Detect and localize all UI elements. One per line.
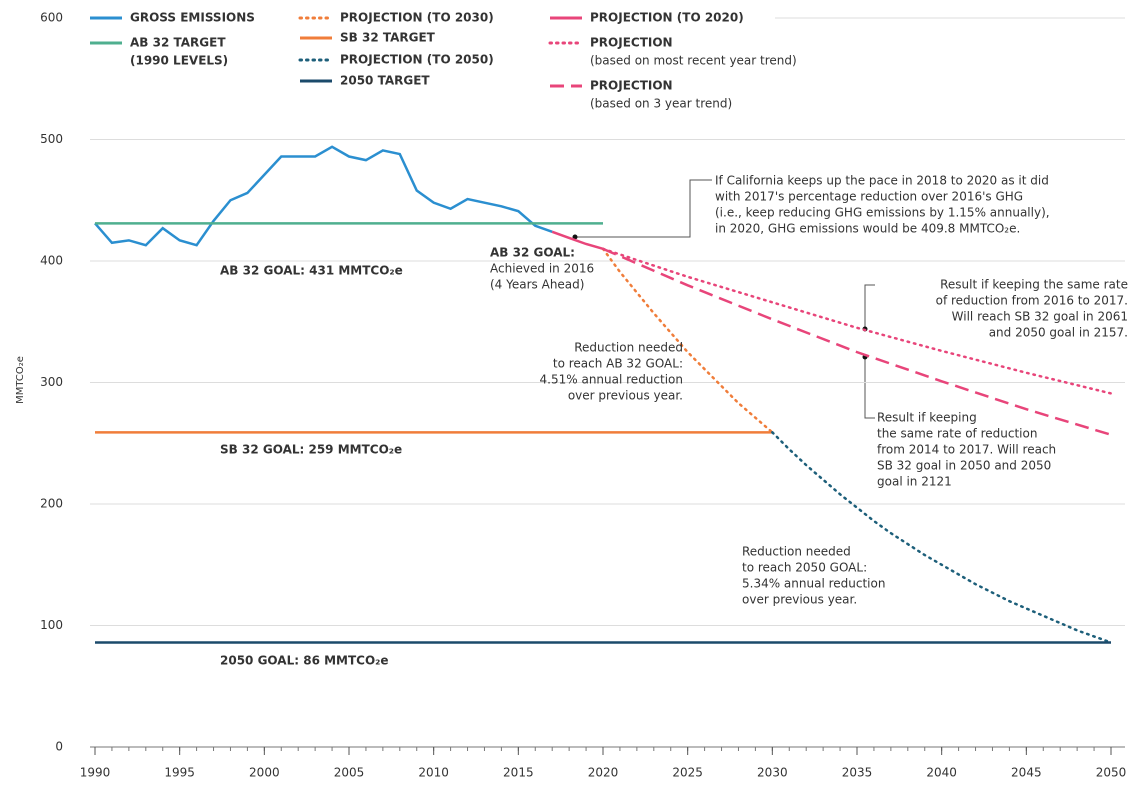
y-tick-label: 600	[40, 11, 63, 25]
annotation: 4.51% annual reduction	[540, 373, 683, 387]
x-tick-label: 2025	[672, 766, 703, 780]
legend-label: GROSS EMISSIONS	[130, 11, 255, 25]
series-line	[771, 431, 1113, 644]
legend-label: PROJECTION (TO 2020)	[590, 11, 744, 25]
y-tick-label: 0	[55, 740, 63, 754]
annotation: with 2017's percentage reduction over 20…	[715, 190, 1023, 204]
annotation: (4 Years Ahead)	[490, 278, 584, 292]
legend-note: (based on 3 year trend)	[590, 97, 732, 111]
legend-label: PROJECTION (TO 2030)	[340, 11, 494, 25]
y-tick-label: 100	[40, 618, 63, 632]
legend-label: 2050 TARGET	[340, 74, 430, 88]
legend-note: (1990 LEVELS)	[130, 54, 228, 68]
annotation: 2050 GOAL: 86 MMTCO₂e	[220, 654, 389, 668]
x-tick-label: 2015	[503, 766, 534, 780]
x-tick-label: 2040	[926, 766, 957, 780]
y-tick-label: 500	[40, 132, 63, 146]
annotation: Result if keeping the same rate	[940, 278, 1128, 292]
x-tick-label: 2010	[418, 766, 449, 780]
annotation: Reduction needed	[742, 545, 851, 559]
annotation: Result if keeping	[877, 411, 977, 425]
annotation: and 2050 goal in 2157.	[989, 326, 1128, 340]
legend-label: SB 32 TARGET	[340, 31, 436, 45]
x-tick-label: 2000	[249, 766, 280, 780]
x-tick-label: 2020	[588, 766, 619, 780]
annotation: of reduction from 2016 to 2017.	[936, 294, 1128, 308]
annotation: SB 32 goal in 2050 and 2050	[877, 459, 1051, 473]
annotation: the same rate of reduction	[877, 427, 1037, 441]
x-tick-label: 2035	[842, 766, 873, 780]
annotation: If California keeps up the pace in 2018 …	[715, 174, 1049, 188]
y-tick-label: 200	[40, 497, 63, 511]
annotation: to reach 2050 GOAL:	[742, 561, 867, 575]
x-tick-label: 2050	[1096, 766, 1127, 780]
annotation: in 2020, GHG emissions would be 409.8 MM…	[715, 222, 1020, 236]
annotation: Reduction needed	[574, 341, 683, 355]
y-axis-label: MMTCO₂e	[15, 356, 26, 404]
x-tick-label: 2045	[1011, 766, 1042, 780]
x-tick-label: 1990	[80, 766, 111, 780]
legend-note: (based on most recent year trend)	[590, 54, 797, 68]
series-line	[601, 247, 1113, 395]
annotation: from 2014 to 2017. Will reach	[877, 443, 1056, 457]
annotation: 5.34% annual reduction	[742, 577, 885, 591]
series-line	[601, 247, 774, 434]
annotation: AB 32 GOAL:	[490, 246, 575, 260]
annotation: Achieved in 2016	[490, 262, 594, 276]
legend-label: PROJECTION (TO 2050)	[340, 53, 494, 67]
annotation: SB 32 GOAL: 259 MMTCO₂e	[220, 443, 402, 457]
annotation: (i.e., keep reducing GHG emissions by 1.…	[715, 206, 1050, 220]
annotation: goal in 2121	[877, 475, 952, 489]
series-line	[94, 145, 553, 247]
annotation: AB 32 GOAL: 431 MMTCO₂e	[220, 264, 403, 278]
y-tick-label: 400	[40, 254, 63, 268]
callouts	[575, 179, 875, 419]
series-line	[551, 230, 604, 251]
annotation: over previous year.	[568, 389, 683, 403]
x-tick-label: 2030	[757, 766, 788, 780]
annotation: to reach AB 32 GOAL:	[553, 357, 683, 371]
annotation: Will reach SB 32 goal in 2061	[952, 310, 1128, 324]
annotation: over previous year.	[742, 593, 857, 607]
series-line	[602, 247, 1112, 436]
legend-label: AB 32 TARGET	[130, 36, 226, 50]
y-tick-label: 300	[40, 375, 63, 389]
legend-label: PROJECTION	[590, 79, 673, 93]
x-tick-label: 1995	[164, 766, 195, 780]
x-tick-label: 2005	[334, 766, 365, 780]
legend-label: PROJECTION	[590, 36, 673, 50]
